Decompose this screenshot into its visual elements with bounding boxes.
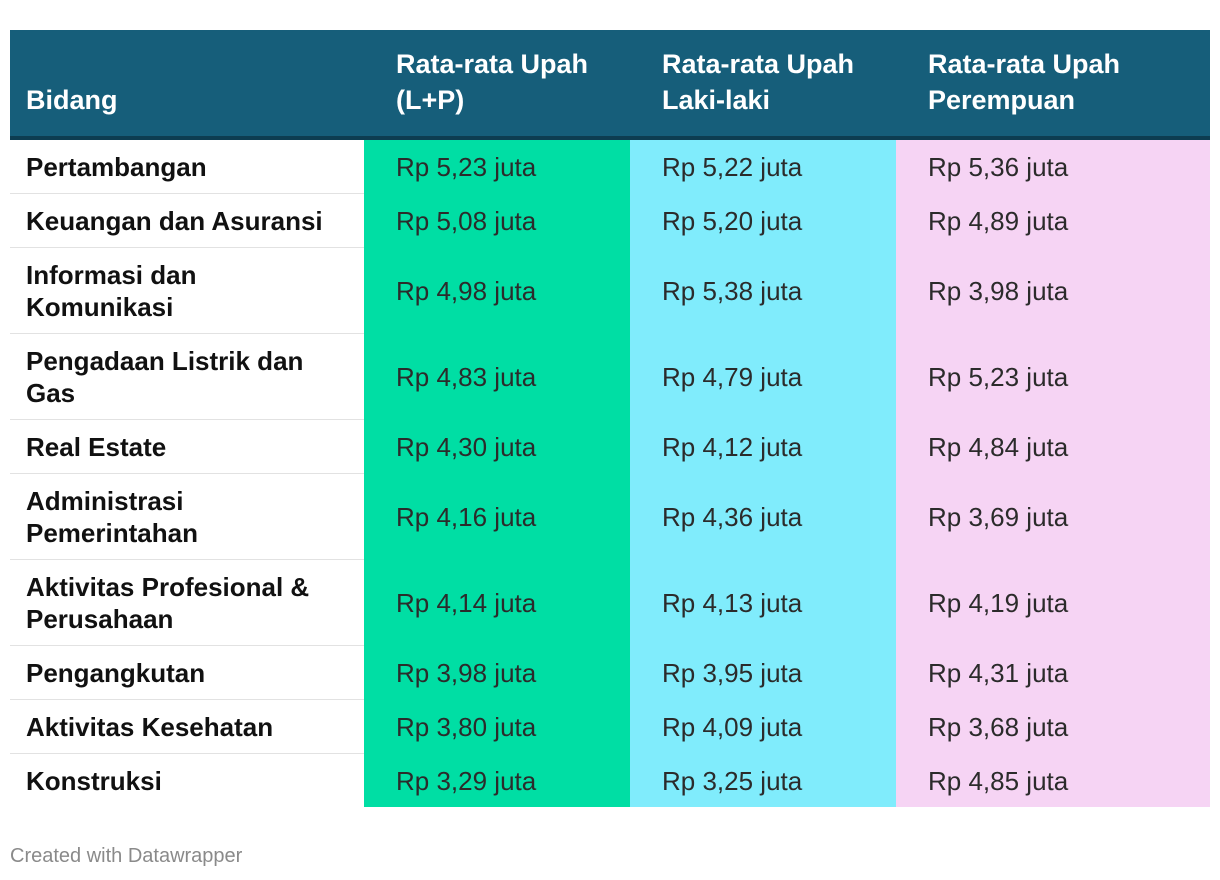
cell-upah-laki-laki: Rp 5,38 juta	[630, 247, 896, 334]
wage-table: Bidang Rata-rata Upah (L+P) Rata-rata Up…	[10, 30, 1210, 807]
cell-upah-laki-laki: Rp 3,95 juta	[630, 645, 896, 700]
cell-upah-perempuan: Rp 4,19 juta	[896, 559, 1210, 646]
cell-bidang: Informasi dan Komunikasi	[10, 247, 364, 334]
cell-upah-lp: Rp 4,14 juta	[364, 559, 630, 646]
cell-bidang: Pengadaan Listrik dan Gas	[10, 333, 364, 420]
table-row: Informasi dan Komunikasi Rp 4,98 juta Rp 5…	[10, 247, 1210, 334]
cell-upah-perempuan: Rp 4,31 juta	[896, 645, 1210, 700]
cell-upah-perempuan: Rp 4,85 juta	[896, 753, 1210, 807]
cell-upah-laki-laki: Rp 4,09 juta	[630, 699, 896, 754]
table-row: Aktivitas Kesehatan Rp 3,80 juta Rp 4,09 j…	[10, 699, 1210, 754]
cell-bidang: Administrasi Pemerintahan	[10, 473, 364, 560]
footer-credit: Created with Datawrapper	[10, 845, 243, 867]
cell-upah-laki-laki: Rp 4,13 juta	[630, 559, 896, 646]
cell-upah-lp: Rp 5,23 juta	[364, 138, 630, 194]
data-table-container: Bidang Rata-rata Upah (L+P) Rata-rata Up…	[10, 30, 1210, 807]
cell-bidang: Pengangkutan	[10, 645, 364, 700]
table-row: Pengadaan Listrik dan Gas Rp 4,83 juta Rp …	[10, 333, 1210, 420]
cell-bidang: Aktivitas Profesional & Perusahaan	[10, 559, 364, 646]
table-header: Bidang Rata-rata Upah (L+P) Rata-rata Up…	[10, 30, 1210, 140]
table-row: Pengangkutan Rp 3,98 juta Rp 3,95 juta Rp 4…	[10, 645, 1210, 700]
table-row: Aktivitas Profesional & Perusahaan Rp 4,1…	[10, 559, 1210, 646]
cell-upah-laki-laki: Rp 5,22 juta	[630, 138, 896, 194]
cell-upah-perempuan: Rp 5,36 juta	[896, 138, 1210, 194]
cell-upah-laki-laki: Rp 4,36 juta	[630, 473, 896, 560]
cell-upah-lp: Rp 5,08 juta	[364, 193, 630, 248]
cell-upah-laki-laki: Rp 3,25 juta	[630, 753, 896, 807]
header-row: Bidang Rata-rata Upah (L+P) Rata-rata Up…	[10, 30, 1210, 140]
cell-upah-perempuan: Rp 5,23 juta	[896, 333, 1210, 420]
cell-upah-lp: Rp 4,16 juta	[364, 473, 630, 560]
column-header-upah-laki-laki[interactable]: Rata-rata Upah Laki-laki	[630, 30, 896, 140]
table-row: Administrasi Pemerintahan Rp 4,16 juta Rp …	[10, 473, 1210, 560]
cell-upah-lp: Rp 4,98 juta	[364, 247, 630, 334]
cell-upah-lp: Rp 4,83 juta	[364, 333, 630, 420]
table-row: Pertambangan Rp 5,23 juta Rp 5,22 juta Rp 5…	[10, 138, 1210, 194]
cell-upah-perempuan: Rp 3,68 juta	[896, 699, 1210, 754]
cell-upah-perempuan: Rp 3,98 juta	[896, 247, 1210, 334]
cell-bidang: Pertambangan	[10, 138, 364, 194]
table-row: Keuangan dan Asuransi Rp 5,08 juta Rp 5,20…	[10, 193, 1210, 248]
column-header-upah-perempuan[interactable]: Rata-rata Upah Perempuan	[896, 30, 1210, 140]
cell-upah-laki-laki: Rp 4,79 juta	[630, 333, 896, 420]
cell-upah-lp: Rp 3,98 juta	[364, 645, 630, 700]
cell-upah-laki-laki: Rp 5,20 juta	[630, 193, 896, 248]
cell-upah-perempuan: Rp 4,89 juta	[896, 193, 1210, 248]
cell-bidang: Keuangan dan Asuransi	[10, 193, 364, 248]
cell-bidang: Aktivitas Kesehatan	[10, 699, 364, 754]
cell-upah-lp: Rp 3,29 juta	[364, 753, 630, 807]
cell-upah-lp: Rp 4,30 juta	[364, 419, 630, 474]
cell-bidang: Konstruksi	[10, 753, 364, 807]
column-header-bidang[interactable]: Bidang	[10, 30, 364, 140]
table-row: Konstruksi Rp 3,29 juta Rp 3,25 juta Rp 4,8…	[10, 753, 1210, 807]
cell-upah-lp: Rp 3,80 juta	[364, 699, 630, 754]
cell-upah-laki-laki: Rp 4,12 juta	[630, 419, 896, 474]
column-header-upah-lp[interactable]: Rata-rata Upah (L+P)	[364, 30, 630, 140]
cell-bidang: Real Estate	[10, 419, 364, 474]
table-body: Pertambangan Rp 5,23 juta Rp 5,22 juta Rp 5…	[10, 138, 1210, 807]
cell-upah-perempuan: Rp 4,84 juta	[896, 419, 1210, 474]
cell-upah-perempuan: Rp 3,69 juta	[896, 473, 1210, 560]
table-row: Real Estate Rp 4,30 juta Rp 4,12 juta Rp 4,…	[10, 419, 1210, 474]
